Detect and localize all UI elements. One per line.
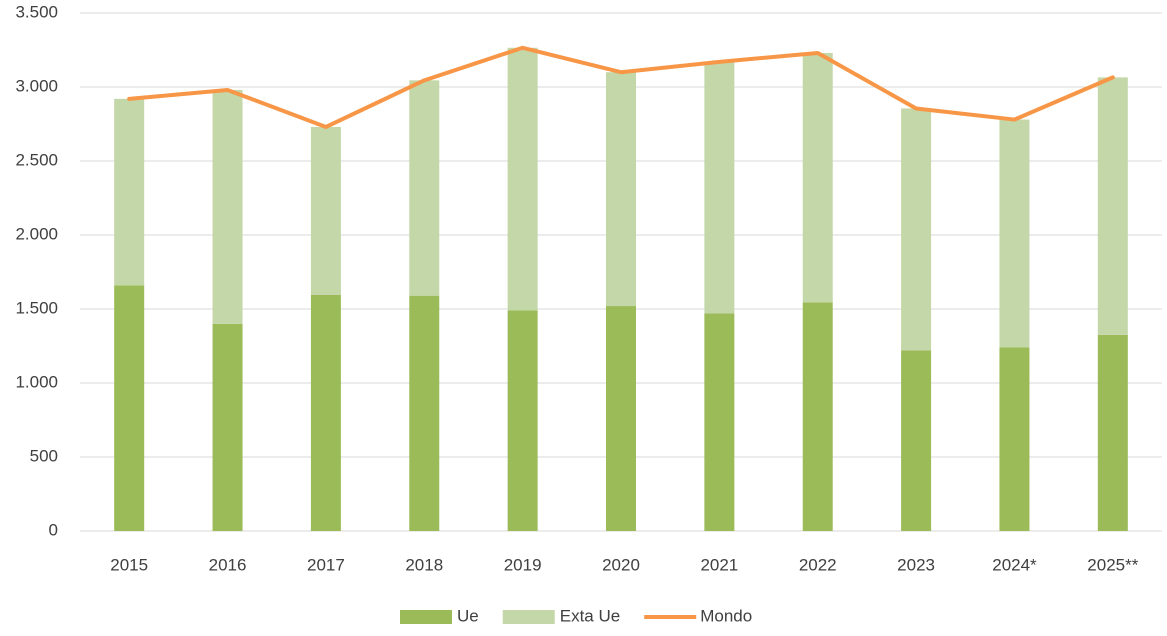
bar-segment <box>114 285 145 531</box>
y-tick-label: 0 <box>49 520 58 539</box>
bar-segment <box>507 47 538 311</box>
legend-swatch <box>502 610 555 624</box>
bar-segment <box>1097 334 1128 531</box>
x-tick-label: 2023 <box>897 555 935 574</box>
bar-segment <box>901 108 932 351</box>
x-tick-label: 2015 <box>110 555 148 574</box>
bar-segment <box>114 98 145 286</box>
legend-swatch <box>400 610 452 624</box>
bar-segment <box>704 313 735 531</box>
legend-label: Mondo <box>700 606 752 625</box>
bar-segment <box>310 294 341 531</box>
y-tick-label: 2.500 <box>15 150 58 169</box>
bar-segment <box>802 52 833 303</box>
legend-label: Ue <box>457 606 479 625</box>
x-tick-label: 2016 <box>209 555 247 574</box>
line <box>127 45 1115 129</box>
bar-segment <box>212 89 243 324</box>
bar-segment <box>999 119 1030 348</box>
x-tick-label: 2024* <box>992 555 1037 574</box>
x-tick-label: 2019 <box>504 555 542 574</box>
bar-segment <box>507 310 538 531</box>
bar-segment <box>704 61 735 314</box>
x-tick-label: 2017 <box>307 555 345 574</box>
y-tick-label: 1.500 <box>15 298 58 317</box>
bar-segment <box>409 295 440 531</box>
y-tick-label: 3.000 <box>15 76 58 95</box>
bar-segment <box>802 302 833 531</box>
y-tick-label: 3.500 <box>15 2 58 21</box>
bar-segment <box>606 306 636 531</box>
legend-label: Exta Ue <box>560 606 620 625</box>
bar-segment <box>999 347 1030 531</box>
y-tick-label: 2.000 <box>15 224 58 243</box>
bar-segment <box>409 80 440 296</box>
bar-segment <box>1097 77 1128 335</box>
y-tick-label: 500 <box>30 446 58 465</box>
x-tick-label: 2020 <box>602 555 640 574</box>
x-tick-label: 2022 <box>799 555 837 574</box>
bar-segment <box>901 350 932 531</box>
bar-segment <box>310 126 341 295</box>
bar-segment <box>212 323 243 531</box>
y-tick-label: 1.000 <box>15 372 58 391</box>
bar-segment <box>606 72 636 307</box>
x-tick-label: 2025** <box>1087 555 1138 574</box>
x-tick-label: 2018 <box>405 555 443 574</box>
x-tick-label: 2021 <box>700 555 738 574</box>
